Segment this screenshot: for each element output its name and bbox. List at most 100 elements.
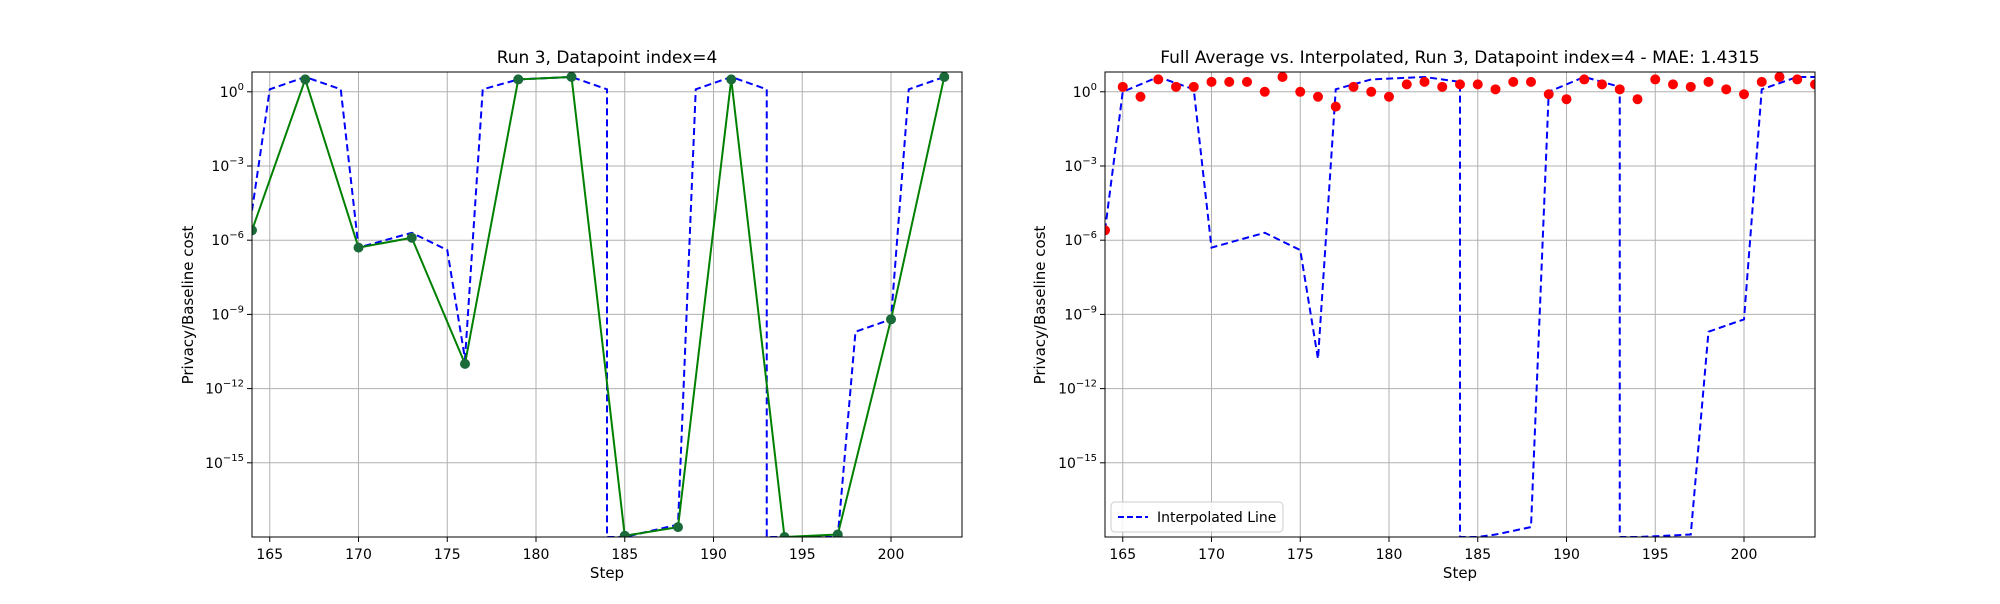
chart-left-y-tick-label-3: 10−9: [211, 304, 244, 323]
chart-right-scatter-point-0: [1105, 225, 1110, 236]
chart-right-scatter-point-37: [1756, 76, 1767, 87]
chart-right-scatter-point-34: [1703, 76, 1714, 87]
chart-right-scatter-point-36: [1739, 89, 1749, 100]
chart-right: 165 170 175 180 185 190 195 200 100 10−3 10−6 10−9 1…: [1031, 48, 1816, 582]
chart-left-plot-frame: [251, 71, 963, 538]
chart-left-x-tick-label-165: 165: [256, 547, 283, 563]
chart-left-series-1-point-4: [460, 358, 470, 369]
chart-left-series-1-point-0: [252, 225, 257, 236]
chart-left-series-1-point-1: [300, 74, 311, 85]
chart-left-series-1-point-6: [566, 72, 577, 82]
chart-left-series-1-point-9: [726, 74, 737, 85]
chart-left-series-1-point-11: [832, 529, 843, 537]
chart-right-scatter-point-39: [1792, 74, 1803, 85]
chart-left-x-axis-label: Step: [590, 564, 624, 582]
chart-left-x-tick-label-180: 180: [523, 547, 550, 563]
chart-left-title: Run 3, Datapoint index=4: [497, 48, 718, 68]
chart-right-scatter-point-38: [1774, 72, 1785, 82]
chart-left-ticks: 165 170 175 180 185 190 195 200 100 10−3 10−6 10−9 1…: [205, 82, 904, 563]
chart-right-x-axis-label: Step: [1443, 564, 1477, 582]
chart-right-scatter-point-26: [1561, 94, 1572, 105]
chart-right-series-0-line: [1105, 75, 1815, 537]
chart-right-ticks: 165 170 175 180 185 190 195 200 100 10−3 10−6 10−9 1…: [1058, 82, 1757, 563]
chart-left-x-tick-label-200: 200: [878, 547, 905, 563]
chart-right-scatter-point-22: [1490, 84, 1501, 95]
chart-right-y-axis-label: Privacy/Baseline cost: [1031, 225, 1049, 384]
chart-right-scatter-point-8: [1242, 76, 1252, 87]
chart-right-scatter-point-3: [1153, 74, 1164, 85]
chart-right-x-tick-label-190: 190: [1553, 547, 1580, 563]
chart-right-x-tick-label-165: 165: [1109, 547, 1136, 563]
chart-left-x-tick-label-185: 185: [611, 547, 638, 563]
chart-right-scatter-point-5: [1188, 81, 1199, 92]
chart-right-x-tick-label-170: 170: [1198, 547, 1225, 563]
chart-right-x-tick-label-175: 175: [1287, 547, 1314, 563]
chart-right-scatter-point-13: [1330, 101, 1341, 112]
chart-right-scatter-point-17: [1401, 79, 1412, 90]
chart-right-scatter-point-7: [1224, 76, 1235, 87]
chart-left-x-tick-label-175: 175: [434, 547, 461, 563]
chart-right-scatter-point-9: [1259, 86, 1270, 97]
chart-right-x-tick-label-195: 195: [1642, 547, 1669, 563]
chart-left-y-axis-label: Privacy/Baseline cost: [179, 225, 197, 384]
chart-right-y-tick-label-5: 10−15: [1058, 453, 1097, 472]
chart-left-y-tick-label-0: 100: [220, 82, 244, 101]
chart-right-scatter-point-25: [1543, 89, 1554, 100]
chart-right-scatter-point-16: [1384, 91, 1394, 102]
chart-right-scatter-point-19: [1437, 81, 1448, 92]
chart-right-scatter-point-15: [1366, 86, 1377, 97]
chart-right-y-tick-label-4: 10−12: [1058, 379, 1097, 398]
chart-left-x-tick-label-195: 195: [789, 547, 816, 563]
chart-right-scatter-point-29: [1614, 84, 1625, 95]
chart-left: 165 170 175 180 185 190 195 200 100 10−3 10−6 10−9 1…: [179, 48, 963, 582]
chart-right-scatter-point-23: [1508, 76, 1519, 87]
chart-right-scatter-point-28: [1597, 79, 1607, 90]
chart-left-x-tick-label-170: 170: [345, 547, 372, 563]
chart-left-series: [252, 72, 950, 537]
chart-right-scatter-point-24: [1526, 76, 1536, 87]
chart-right-scatter-point-35: [1721, 84, 1732, 95]
chart-right-x-tick-label-180: 180: [1376, 547, 1403, 563]
chart-left-series-1-point-10: [779, 532, 790, 537]
chart-left-series-1-point-7: [619, 530, 630, 537]
chart-left-series-1-point-3: [406, 232, 417, 243]
chart-right-scatter-point-32: [1668, 79, 1678, 90]
chart-right-scatter-point-1: [1117, 81, 1128, 92]
chart-left-x-tick-label-190: 190: [700, 547, 727, 563]
chart-right-scatter-point-4: [1171, 81, 1181, 92]
chart-left-series-1-point-13: [939, 72, 950, 82]
chart-left-series-1-point-12: [886, 314, 896, 325]
chart-right-scatter-point-2: [1135, 91, 1146, 102]
chart-right-scatter-point-10: [1277, 72, 1288, 82]
chart-right-scatter-point-21: [1472, 79, 1483, 90]
chart-right-scatter-point-12: [1313, 91, 1323, 102]
chart-right-scatter-point-40: [1810, 79, 1815, 90]
chart-right-scatter-point-27: [1579, 74, 1590, 85]
chart-right-plot-frame: [1104, 71, 1816, 538]
chart-right-series: [1105, 72, 1815, 537]
chart-right-x-tick-label-185: 185: [1464, 547, 1491, 563]
chart-right-y-tick-label-2: 10−6: [1064, 230, 1097, 249]
chart-left-series-1-point-5: [513, 74, 524, 85]
chart-right-title: Full Average vs. Interpolated, Run 3, Da…: [1160, 48, 1760, 68]
chart-right-y-tick-label-0: 100: [1073, 82, 1097, 101]
chart-left-series-1-point-8: [673, 522, 683, 533]
chart-right-legend: Interpolated Line: [1110, 501, 1284, 533]
chart-right-scatter-point-6: [1206, 76, 1217, 87]
chart-right-y-tick-label-3: 10−9: [1064, 304, 1097, 323]
chart-right-scatter-point-20: [1455, 79, 1465, 90]
chart-left-y-tick-label-5: 10−15: [205, 453, 244, 472]
chart-right-scatter-point-33: [1685, 81, 1696, 92]
chart-right-scatter-point-14: [1348, 81, 1359, 92]
chart-right-scatter-point-18: [1419, 76, 1430, 87]
legend-interpolated-line-label: Interpolated Line: [1157, 510, 1276, 526]
chart-left-y-tick-label-1: 10−3: [211, 156, 244, 175]
chart-right-scatter-point-11: [1295, 86, 1306, 97]
chart-left-series-1-line: [252, 75, 946, 537]
chart-left-y-tick-label-4: 10−12: [205, 379, 244, 398]
chart-right-scatter-point-30: [1632, 94, 1643, 105]
legend-box: [1110, 501, 1284, 533]
chart-right-scatter-point-31: [1650, 74, 1661, 85]
chart-right-x-tick-label-200: 200: [1731, 547, 1758, 563]
